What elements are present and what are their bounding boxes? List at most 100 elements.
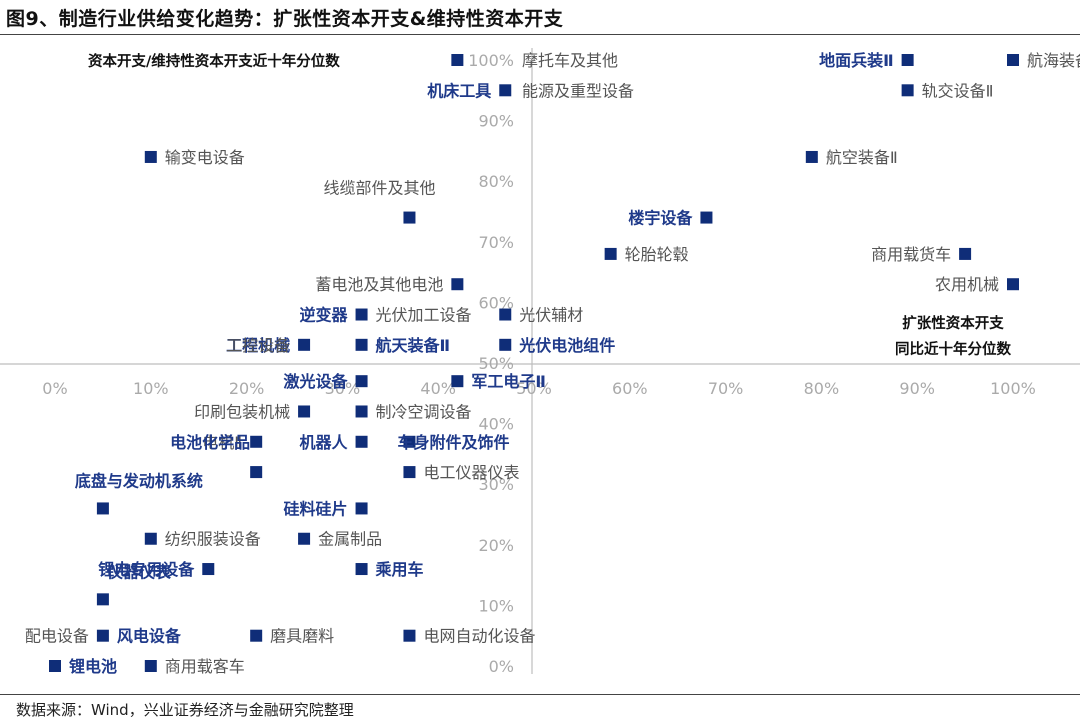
point-label: 乘用车 (375, 560, 424, 579)
data-point (403, 466, 416, 479)
point-label: 航海装备Ⅱ (1027, 51, 1080, 70)
data-point (96, 593, 109, 606)
point-label: 制冷空调设备 (376, 402, 472, 421)
data-point (202, 563, 215, 576)
data-point (451, 54, 464, 66)
x-tick-label: 50% (516, 379, 552, 398)
point-label: 光伏辅材 (519, 306, 583, 325)
data-point (499, 338, 512, 351)
point-label: 锂电专用设备 (98, 560, 195, 579)
x-tick-label: 80% (804, 379, 840, 398)
y-tick-label: 10% (478, 596, 514, 615)
point-label: 输变电设备 (165, 148, 245, 167)
point-label: 机床工具 (427, 81, 491, 100)
scatter-chart: 0% 10% 20% 30% 40% 50% 60% 70% 80% 90% 100% 0%10%2… (0, 48, 1080, 676)
point-label: 轮胎轮毂 (625, 245, 689, 264)
point-label: 激光设备 (284, 372, 349, 391)
data-points (49, 54, 1019, 672)
x-tick-label: 40% (420, 379, 456, 398)
data-point (144, 150, 157, 163)
y-tick-label: 40% (478, 415, 514, 434)
point-label: 磨具磨料 (270, 627, 334, 646)
data-point (451, 278, 464, 291)
data-point (355, 308, 368, 321)
data-point (355, 502, 368, 515)
point-label: 摩托车及其他 (522, 51, 618, 70)
point-label: 锂电池 (69, 657, 117, 676)
point-label: 地面兵装Ⅱ (819, 51, 894, 70)
y-tick-label: 60% (478, 293, 514, 312)
data-point (499, 308, 512, 321)
point-label: 蓄电池及其他电池 (315, 275, 443, 294)
x-tick-label: 0% (42, 379, 67, 398)
x-tick-label: 90% (899, 379, 935, 398)
data-point (298, 338, 311, 351)
data-point (499, 84, 512, 97)
data-point (403, 435, 416, 448)
y-tick-label: 30% (478, 475, 514, 494)
data-point (604, 247, 617, 260)
point-label: 线缆部件及其他 (323, 179, 435, 198)
x-axis-label: 扩张性资本开支同比近十年分位数 (895, 314, 1011, 358)
point-label: 风电设备 (117, 627, 182, 646)
point-label: 军工电子Ⅱ (471, 372, 546, 391)
data-point (250, 435, 263, 448)
x-tick-label: 30% (325, 379, 361, 398)
point-label: 配电设备 (25, 627, 89, 646)
data-point (144, 660, 157, 672)
point-label: 轨交设备Ⅱ (922, 81, 994, 100)
data-point (298, 532, 311, 545)
x-tick-label: 10% (133, 379, 169, 398)
data-point (298, 405, 311, 418)
data-point (1007, 54, 1019, 66)
data-point (403, 211, 416, 224)
point-label: 车身附件及饰件 (397, 433, 509, 452)
data-point (805, 150, 818, 163)
source-note: 数据来源：Wind，兴业证券经济与金融研究院整理 (16, 701, 354, 719)
y-tick-label: 50% (478, 354, 514, 373)
data-point (96, 629, 109, 642)
point-label: 商用载客车 (165, 657, 245, 676)
point-label: 电网自动化设备 (423, 627, 535, 646)
y-tick-label: 0% (489, 657, 514, 676)
y-tick-label: 90% (478, 112, 514, 131)
data-point (355, 435, 368, 448)
point-label: 纺织服装设备 (165, 530, 261, 549)
data-point (700, 211, 713, 224)
y-tick-label: 80% (478, 172, 514, 191)
data-point (355, 375, 368, 388)
point-label: 航空装备Ⅱ (826, 148, 898, 167)
point-label: 楼宇设备 (628, 209, 693, 228)
point-label: 工程机械 (226, 336, 290, 355)
y-tick-labels: 0% 10% 20% 30% 40% 50% 60% 70% 80% 90% 100% (468, 51, 514, 676)
x-tick-label: 60% (612, 379, 648, 398)
x-tick-label: 20% (229, 379, 265, 398)
data-point (250, 466, 263, 479)
point-label: 能源及重型设备 (522, 81, 634, 100)
point-label: 电机Ⅱ (202, 433, 242, 452)
data-point (403, 629, 416, 642)
data-point (144, 532, 157, 545)
point-label: 光伏电池组件 (518, 336, 615, 355)
data-point (1007, 278, 1019, 291)
point-label: 金属制品 (318, 530, 382, 549)
figure-title: 图9、制造行业供给变化趋势：扩张性资本开支&维持性资本开支 (6, 8, 564, 30)
point-label: 商用载货车 (871, 245, 951, 264)
point-label: 航天装备Ⅱ (376, 336, 451, 355)
x-tick-label: 100% (990, 379, 1036, 398)
point-label: 印刷包装机械 (194, 402, 290, 421)
data-point (250, 629, 263, 642)
data-point (959, 247, 972, 260)
title-divider (0, 34, 1080, 35)
source-divider (0, 694, 1080, 695)
point-label: 光伏加工设备 (376, 306, 472, 325)
x-tick-label: 70% (708, 379, 744, 398)
point-label: 逆变器 (300, 306, 349, 325)
point-label: 电工仪器仪表 (423, 463, 519, 482)
data-point (355, 338, 368, 351)
data-point (355, 405, 368, 418)
point-label: 农用机械 (935, 275, 999, 294)
data-point (96, 502, 109, 515)
point-label: 硅料硅片 (284, 499, 348, 518)
data-point (451, 375, 464, 388)
